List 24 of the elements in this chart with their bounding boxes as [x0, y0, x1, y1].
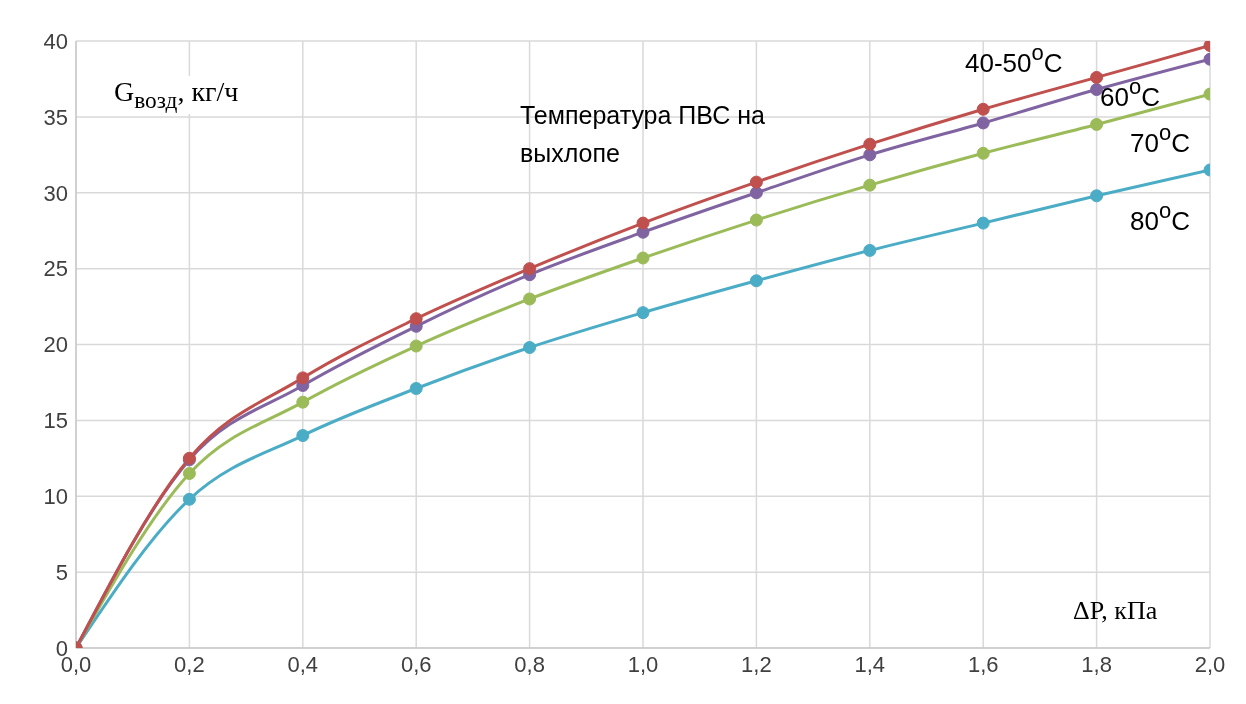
x-axis-title: ΔP, кПа [1073, 596, 1158, 626]
x-tick-label: 2,0 [1194, 651, 1226, 677]
y-tick-label: 5 [55, 559, 68, 585]
y-tick-label: 25 [43, 256, 68, 282]
y-tick-label: 10 [43, 484, 68, 510]
x-tick-label: 1,0 [627, 651, 659, 677]
annotation: Температура ПВС на выхлопе [520, 100, 766, 169]
x-tick-label: 0,8 [514, 651, 545, 677]
x-tick-label: 1,4 [854, 651, 886, 677]
y-tick-label: 40 [43, 28, 68, 54]
x-tick-label: 0,2 [174, 651, 205, 677]
series-label: 60$^{o}$C [1100, 73, 1160, 113]
x-tick-label: 1,8 [1081, 651, 1112, 677]
y-tick-label: 30 [43, 180, 68, 206]
series-label: 40-50$^{o}$C [965, 39, 1063, 78]
y-tick-label: 35 [43, 104, 68, 130]
x-tick-label: 1,6 [967, 651, 999, 677]
y-tick-label: 15 [43, 408, 68, 434]
x-tick-label: 0,6 [400, 651, 432, 677]
series-label: 80$^{o}$C [1130, 197, 1190, 236]
y-tick-label: 20 [43, 332, 68, 358]
x-tick-label: 1,2 [741, 651, 772, 677]
x-tick-label: 0,4 [287, 651, 319, 677]
series-label: 70$^{o}$C [1130, 119, 1190, 159]
